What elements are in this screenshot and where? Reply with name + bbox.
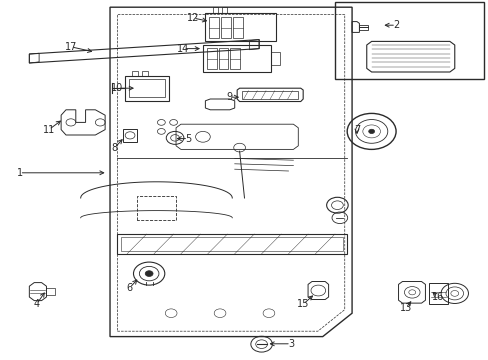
Bar [46, 288, 55, 295]
Text: 16: 16 [430, 292, 443, 302]
Text: 10: 10 [111, 83, 123, 93]
Bar [128, 79, 164, 97]
Bar [205, 13, 276, 41]
Bar [232, 17, 242, 38]
Text: 9: 9 [226, 92, 232, 102]
Text: 5: 5 [185, 134, 191, 144]
Bar [209, 17, 219, 38]
Bar [334, 2, 483, 79]
Bar [271, 52, 280, 65]
Bar [132, 71, 138, 76]
Bar [124, 76, 168, 101]
Bar [230, 48, 240, 69]
Bar [218, 48, 228, 69]
Bar [123, 129, 137, 142]
Text: 8: 8 [112, 143, 118, 153]
Text: 7: 7 [353, 125, 359, 135]
Text: 3: 3 [287, 339, 293, 349]
Text: 11: 11 [42, 125, 55, 135]
Bar [121, 237, 343, 251]
Bar [203, 45, 271, 72]
Text: 6: 6 [126, 283, 132, 293]
Text: 17: 17 [64, 42, 77, 52]
Text: 14: 14 [177, 44, 189, 54]
Text: 4: 4 [34, 299, 40, 309]
Bar [222, 7, 227, 13]
Bar [428, 283, 447, 304]
Text: 15: 15 [296, 299, 309, 309]
Circle shape [145, 271, 153, 276]
Circle shape [368, 129, 374, 134]
Text: 13: 13 [399, 303, 411, 313]
Text: 1: 1 [17, 168, 22, 178]
Bar [242, 91, 298, 99]
Bar [359, 25, 367, 30]
Text: 2: 2 [392, 20, 398, 30]
Bar [142, 71, 147, 76]
Bar [212, 7, 217, 13]
Bar [221, 17, 230, 38]
Text: 12: 12 [186, 13, 199, 23]
Bar [206, 48, 216, 69]
